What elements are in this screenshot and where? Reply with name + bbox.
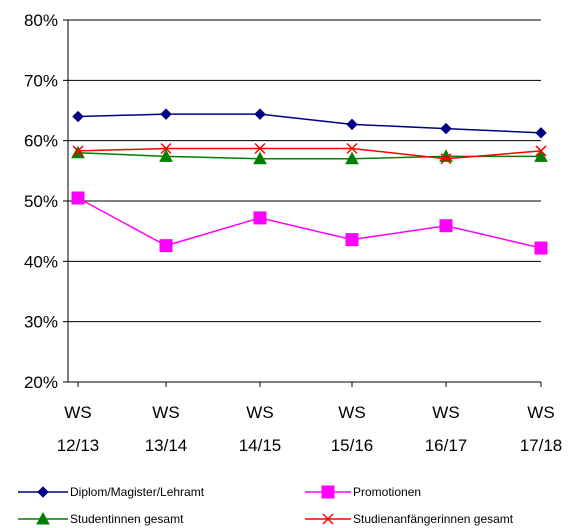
x-tick-label-line1: WS [246,403,273,422]
x-tick-label-line1: WS [152,403,179,422]
y-tick-labels: 20% 30% 40% 50% 60% 70% 80% [24,11,58,392]
x-tick-label-line2: 12/13 [57,436,100,455]
data-point [160,108,172,120]
y-tick-label: 60% [24,132,58,151]
series-lines [71,108,548,255]
x-tick-labels: WS 12/13 WS 13/14 WS 14/15 WS 15/16 WS 16/17 WS 17/… [57,403,563,455]
data-point [535,145,547,157]
series-0 [72,108,547,139]
x-tick-label-line1: WS [527,403,554,422]
data-point [345,151,359,165]
data-point [254,142,266,155]
x-tick-label-line1: WS [432,403,459,422]
y-tick-label: 70% [24,71,58,90]
data-point [72,110,84,123]
series-line [77,113,542,134]
data-point [346,118,358,131]
data-point [159,149,173,162]
y-tick-label: 80% [24,11,58,30]
data-point [440,122,452,135]
x-tick-label-line2: 17/18 [520,436,563,455]
y-tick-label: 30% [24,313,58,332]
y-tick-label: 40% [24,252,58,271]
gridlines [68,19,541,383]
x-tick-label-line1: WS [64,403,91,422]
x-tick-label-line2: 13/14 [145,436,188,455]
data-point [160,142,172,155]
legend-item: Studentinnen gesamt [18,511,184,526]
legend-marker [36,511,50,525]
data-point [72,145,84,157]
x-tick-label-line2: 14/15 [239,436,282,455]
series-line [77,147,542,160]
legend-item: Studienanfängerinnen gesamt [305,512,514,526]
data-point [71,191,85,205]
data-point [346,142,358,155]
data-point [440,153,452,165]
axes [63,19,542,387]
data-point [159,239,173,253]
data-point [254,108,266,120]
series-1 [71,191,548,255]
legend-label: Studentinnen gesamt [70,512,184,526]
legend-label: Studienanfängerinnen gesamt [353,512,514,526]
legend-marker [322,513,334,525]
data-point [535,127,547,139]
data-point [253,151,267,165]
x-tick-label-line1: WS [338,403,365,422]
legend-item: Promotionen [305,485,421,499]
legend-item: Diplom/Magister/Lehramt [18,485,205,499]
legend: Diplom/Magister/Lehramt Promotionen Studen… [18,485,514,526]
series-line [77,197,542,249]
legend-marker [321,485,335,499]
data-point [534,241,548,255]
y-tick-label: 20% [24,373,58,392]
x-tick-label-line2: 15/16 [331,436,374,455]
legend-label: Diplom/Magister/Lehramt [70,485,205,499]
series-line [77,151,541,160]
data-point [534,149,548,162]
data-point [345,233,359,247]
x-tick-label-line2: 16/17 [425,436,468,455]
series-3 [72,142,547,165]
legend-label: Promotionen [353,485,421,499]
y-tick-label: 50% [24,192,58,211]
data-point [439,219,453,233]
data-point [253,211,267,225]
legend-marker [37,486,49,498]
